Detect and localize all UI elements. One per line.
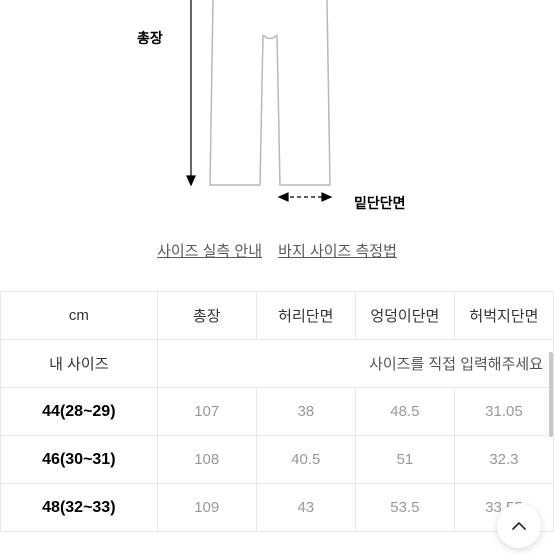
scroll-top-button[interactable]	[497, 504, 541, 548]
my-size-label: 내 사이즈	[1, 340, 158, 388]
size-value: 107	[157, 388, 256, 436]
size-label: 44(28~29)	[1, 388, 158, 436]
table-row: 44(28~29) 107 38 48.5 31.05	[1, 388, 554, 436]
size-value: 109	[157, 484, 256, 532]
table-row: 48(32~33) 109 43 53.5 33.55	[1, 484, 554, 532]
link-pants-measure[interactable]: 바지 사이즈 측정법	[278, 243, 397, 260]
size-guide-links: 사이즈 실측 안내 바지 사이즈 측정법	[0, 240, 554, 261]
size-value: 31.05	[454, 388, 553, 436]
label-total-length: 총장	[137, 28, 163, 48]
size-value: 40.5	[256, 436, 355, 484]
size-table: cm 총장 허리단면 엉덩이단면 허벅지단면 내 사이즈 사이즈를 직접 입력해…	[0, 291, 554, 532]
col-header: 총장	[157, 292, 256, 340]
scroll-indicator	[549, 352, 553, 437]
size-value: 43	[256, 484, 355, 532]
my-size-input[interactable]: 사이즈를 직접 입력해주세요	[157, 340, 553, 388]
size-label: 48(32~33)	[1, 484, 158, 532]
size-value: 53.5	[355, 484, 454, 532]
chevron-up-icon	[510, 517, 528, 535]
size-value: 48.5	[355, 388, 454, 436]
col-header: 허리단면	[256, 292, 355, 340]
table-header-row: cm 총장 허리단면 엉덩이단면 허벅지단면	[1, 292, 554, 340]
pants-diagram	[185, 0, 355, 210]
size-value: 32.3	[454, 436, 553, 484]
link-measurement-guide[interactable]: 사이즈 실측 안내	[157, 243, 262, 260]
label-hem-width: 밑단단면	[354, 193, 406, 213]
size-label: 46(30~31)	[1, 436, 158, 484]
size-table-container: cm 총장 허리단면 엉덩이단면 허벅지단면 내 사이즈 사이즈를 직접 입력해…	[0, 291, 554, 532]
col-header: 엉덩이단면	[355, 292, 454, 340]
my-size-row[interactable]: 내 사이즈 사이즈를 직접 입력해주세요	[1, 340, 554, 388]
table-row: 46(30~31) 108 40.5 51 32.3	[1, 436, 554, 484]
col-header: 허벅지단면	[454, 292, 553, 340]
unit-header: cm	[1, 292, 158, 340]
size-value: 38	[256, 388, 355, 436]
size-value: 108	[157, 436, 256, 484]
size-value: 51	[355, 436, 454, 484]
